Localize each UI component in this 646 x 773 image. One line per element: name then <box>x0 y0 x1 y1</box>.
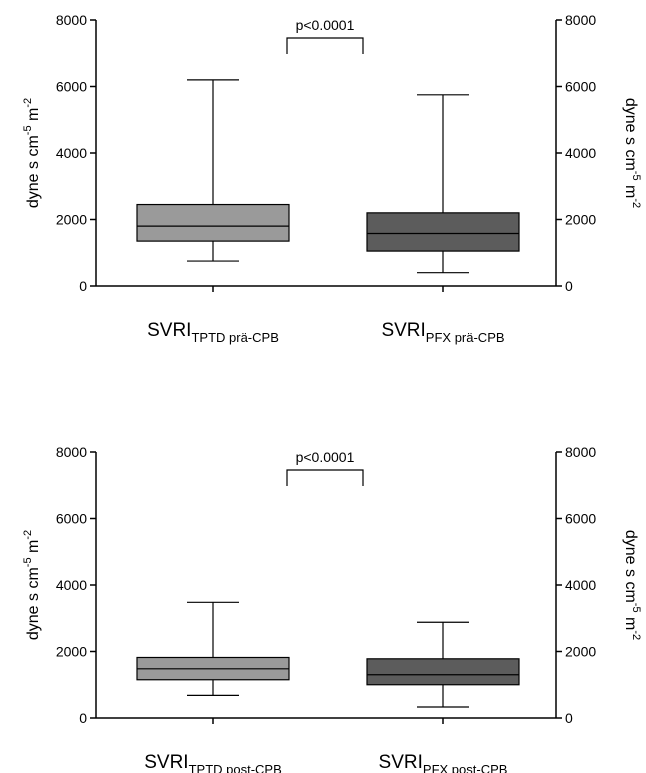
box-plot-2 <box>366 94 520 292</box>
y-tick-label-right: 8000 <box>565 12 596 28</box>
y-tick-label-left: 4000 <box>56 577 87 593</box>
category-label-main: SVRI <box>381 320 425 341</box>
box-plot-1 <box>136 79 290 292</box>
y-tick-label-right: 0 <box>565 710 573 726</box>
y-axis-label-right-sup: -5 <box>630 603 642 613</box>
category-label-main: SVRI <box>144 752 188 773</box>
y-axis-label-left-sup: -5 <box>22 557 34 567</box>
y-tick-label-left: 8000 <box>56 12 87 28</box>
y-axis-label-left: dyne s cm-5 m-2 <box>22 530 42 640</box>
y-axis-label-left: dyne s cm-5 m-2 <box>22 98 42 208</box>
y-axis-label-left-text: dyne s cm <box>25 567 42 640</box>
p-value-annotation: p<0.0001 <box>296 17 355 33</box>
y-tick-label-right: 2000 <box>565 212 596 228</box>
box-iqr <box>366 658 520 686</box>
y-tick-label-right: 6000 <box>565 79 596 95</box>
category-label: SVRITPTD prä-CPB <box>147 320 279 345</box>
y-tick-label-left: 4000 <box>56 145 87 161</box>
category-label-subscript: TPTD post-CPB <box>189 762 282 773</box>
category-label-main: SVRI <box>147 320 191 341</box>
category-label-subscript: PFX prä-CPB <box>426 330 505 345</box>
y-tick-label-left: 0 <box>79 278 87 294</box>
y-tick-label-left: 6000 <box>56 511 87 527</box>
category-label: SVRIPFX post-CPB <box>379 752 508 773</box>
box-iqr <box>366 212 520 252</box>
y-axis-label-right-sup: -2 <box>630 198 642 208</box>
y-axis-label-right: dyne s cm-5 m-2 <box>622 98 642 208</box>
y-axis-label-left-sup: -2 <box>22 530 34 540</box>
y-tick-label-left: 2000 <box>56 644 87 660</box>
box-plot-1 <box>136 601 290 724</box>
category-label: SVRITPTD post-CPB <box>144 752 282 773</box>
y-tick-label-right: 0 <box>565 278 573 294</box>
category-label-subscript: TPTD prä-CPB <box>191 330 278 345</box>
chart-panel-1: 0 0 2000 2000 4000 4000 6000 6000 8000 8000 dyne s… <box>22 12 642 345</box>
y-axis-label-right-sup: -2 <box>630 630 642 640</box>
y-tick-label-right: 6000 <box>565 511 596 527</box>
y-tick-label-right: 2000 <box>565 644 596 660</box>
y-axis-label-left-text: m <box>25 108 42 126</box>
category-label-main: SVRI <box>379 752 423 773</box>
y-tick-label-right: 8000 <box>565 444 596 460</box>
y-axis-label-right-text: dyne s cm <box>622 530 639 603</box>
y-axis-label-left-text: dyne s cm <box>25 135 42 208</box>
category-label: SVRIPFX prä-CPB <box>381 320 504 345</box>
y-tick-label-left: 0 <box>79 710 87 726</box>
y-tick-label-left: 6000 <box>56 79 87 95</box>
box-iqr <box>136 203 290 242</box>
y-tick-label-left: 2000 <box>56 212 87 228</box>
box-plot-2 <box>366 621 520 724</box>
significance-bracket <box>286 37 364 54</box>
y-tick-label-right: 4000 <box>565 145 596 161</box>
y-tick-label-right: 4000 <box>565 577 596 593</box>
y-axis-label-left-text: m <box>25 540 42 558</box>
y-axis-label-right-text: dyne s cm <box>622 98 639 171</box>
y-axis-label-right-text: m <box>622 181 639 199</box>
y-axis-label-left-sup: -2 <box>22 98 34 108</box>
y-axis-label-right-sup: -5 <box>630 171 642 181</box>
y-tick-label-left: 8000 <box>56 444 87 460</box>
chart-panel-2: 0 0 2000 2000 4000 4000 6000 6000 8000 8000 dyne s… <box>22 444 642 773</box>
y-axis-label-right-text: m <box>622 613 639 631</box>
y-axis-label-left-sup: -5 <box>22 125 34 135</box>
p-value-annotation: p<0.0001 <box>296 449 355 465</box>
y-axis-label-right: dyne s cm-5 m-2 <box>622 530 642 640</box>
significance-bracket <box>286 469 364 486</box>
category-label-subscript: PFX post-CPB <box>423 762 508 773</box>
